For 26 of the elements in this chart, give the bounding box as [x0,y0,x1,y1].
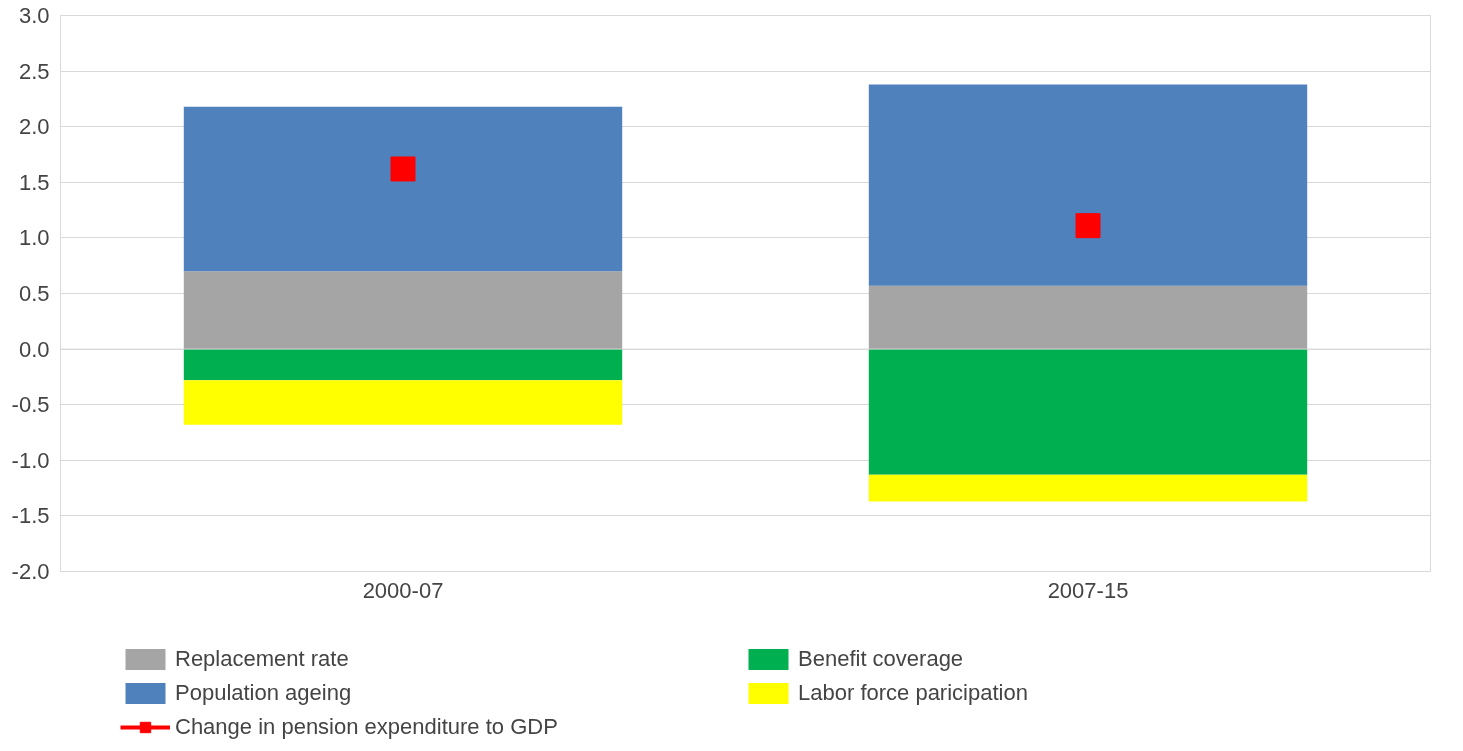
bar [868,84,1308,286]
y-tick-label: -1.0 [11,447,50,473]
x-tick-label: 2000-07 [362,577,444,603]
bar [183,106,623,272]
y-tick-label: -0.5 [11,392,50,418]
bar [183,271,623,350]
y-tick-label: -2.0 [11,559,50,584]
legend-label: Change in pension expenditure to GDP [175,714,559,740]
bar [183,349,623,381]
y-tick-label: 3.0 [18,3,50,28]
bar [868,349,1308,475]
bar [868,285,1308,350]
y-tick-label: 1.0 [18,225,50,251]
y-tick-label: 2.0 [18,114,50,140]
x-tick-label: 2007-15 [1047,577,1129,603]
y-tick-label: 2.5 [18,58,50,84]
legend-label: Benefit coverage [798,646,965,672]
legend-label: Labor force paricipation [798,680,1029,706]
bar [868,474,1308,502]
legend-label: Population ageing [175,680,353,706]
bar [183,380,623,425]
legend-label: Replacement rate [175,646,350,672]
y-tick-label: 0.0 [18,336,50,362]
y-tick-label: 0.5 [18,281,50,306]
y-tick-label: -1.5 [11,503,50,529]
y-tick-label: 1.5 [18,169,50,195]
